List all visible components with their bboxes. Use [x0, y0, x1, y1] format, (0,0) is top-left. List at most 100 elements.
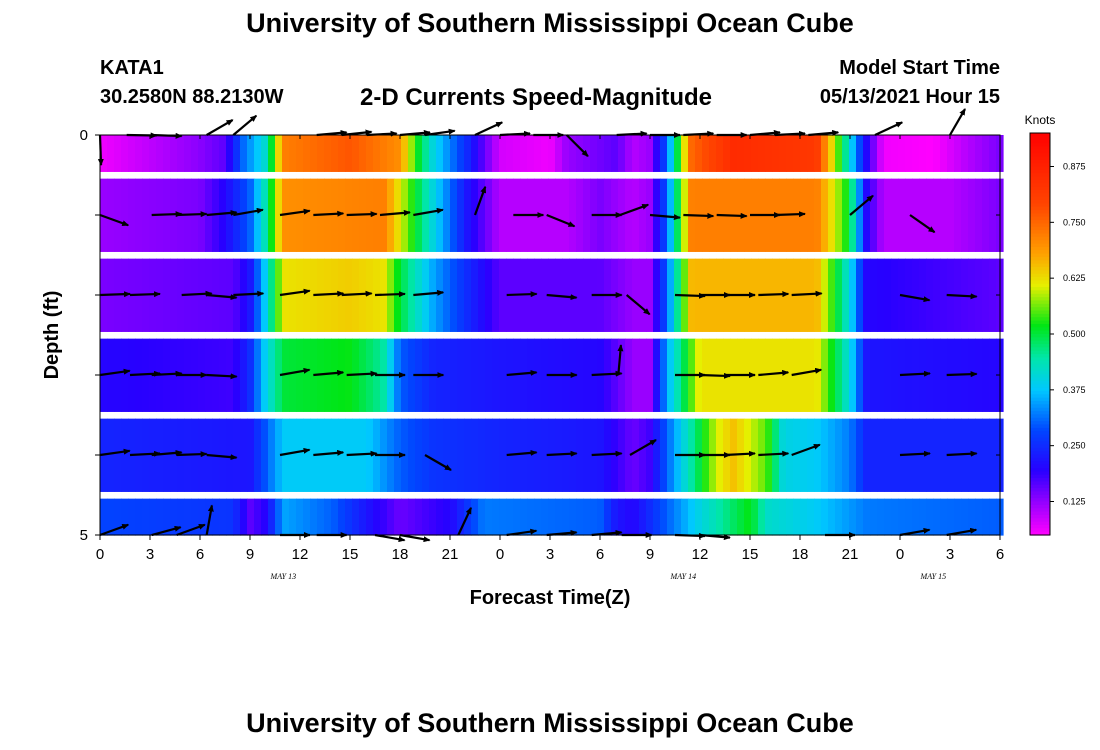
heatmap-cell — [779, 498, 787, 536]
current-arrow — [683, 212, 715, 219]
x-tick-label: 18 — [392, 546, 409, 563]
colorbar-tick-label: 0.375 — [1063, 385, 1086, 395]
heatmap-cell — [569, 418, 577, 492]
heatmap-cell — [338, 338, 346, 412]
heatmap-cell — [373, 135, 381, 172]
current-arrow — [181, 290, 213, 297]
heatmap-cell — [590, 135, 598, 172]
colorbar-cell — [1030, 501, 1050, 506]
heatmap-cell — [835, 418, 843, 492]
heatmap-cell — [667, 135, 675, 172]
heatmap-cell — [478, 258, 486, 332]
current-arrow — [899, 450, 931, 457]
date-label: MAY 14 — [670, 572, 697, 581]
heatmap-cell — [366, 258, 374, 332]
heatmap-cell — [702, 498, 710, 536]
colorbar-cell — [1030, 340, 1050, 345]
heatmap-cell — [653, 418, 661, 492]
heatmap-cell — [919, 258, 927, 332]
heatmap-cell — [835, 258, 843, 332]
heatmap-cell — [765, 135, 773, 172]
heatmap-cell — [338, 135, 346, 172]
heatmap-cell — [919, 418, 927, 492]
colorbar-cell — [1030, 444, 1050, 449]
heatmap-cell — [142, 498, 150, 536]
heatmap-cell — [576, 135, 584, 172]
heatmap-cell — [856, 135, 864, 172]
heatmap-cell — [457, 498, 465, 536]
heatmap-cell — [989, 135, 997, 172]
heatmap-cell — [940, 258, 948, 332]
current-arrow — [424, 454, 452, 471]
heatmap-cell — [289, 178, 297, 252]
heatmap-cell — [583, 418, 591, 492]
colorbar-cell — [1030, 461, 1050, 466]
current-arrow — [724, 450, 756, 457]
heatmap-cell — [877, 135, 885, 172]
heatmap-cell — [828, 258, 836, 332]
heatmap-cell — [856, 258, 864, 332]
heatmap-cell — [814, 498, 822, 536]
heatmap-cell — [933, 178, 941, 252]
heatmap-cell — [569, 135, 577, 172]
current-arrow — [758, 291, 790, 298]
colorbar-cell — [1030, 320, 1050, 325]
current-arrow — [506, 449, 538, 457]
colorbar-cell — [1030, 457, 1050, 462]
colorbar-cell — [1030, 394, 1050, 399]
station-id: KATA1 — [100, 57, 164, 79]
heatmap-cell — [737, 418, 745, 492]
heatmap-cell — [989, 498, 997, 536]
heatmap-cell — [261, 338, 269, 412]
heatmap-cell — [338, 418, 346, 492]
heatmap-cell — [268, 258, 276, 332]
heatmap-cell — [261, 178, 269, 252]
heatmap-cell — [989, 258, 997, 332]
heatmap-cell — [604, 498, 612, 536]
model-start-value: 05/13/2021 Hour 15 — [819, 86, 1000, 108]
heatmap-cell — [856, 498, 864, 536]
colorbar-cell — [1030, 236, 1050, 241]
heatmap-cell — [219, 178, 227, 252]
colorbar-cell — [1030, 166, 1050, 171]
heatmap-cell — [317, 135, 325, 172]
current-arrow — [399, 533, 431, 543]
heatmap-cell — [800, 135, 808, 172]
colorbar-cell — [1030, 163, 1050, 168]
heatmap-cell — [464, 418, 472, 492]
colorbar-cell — [1030, 297, 1050, 302]
heatmap-cell — [513, 338, 521, 412]
heatmap-cell — [170, 338, 178, 412]
current-arrow — [233, 207, 264, 217]
heatmap-cell — [814, 418, 822, 492]
heatmap-cell — [625, 258, 633, 332]
heatmap-cell — [786, 418, 794, 492]
heatmap-cell — [114, 338, 122, 412]
heatmap-cell — [492, 498, 500, 536]
heatmap-cell — [128, 498, 136, 536]
heatmap-cell — [478, 135, 486, 172]
heatmap-cell — [919, 135, 927, 172]
current-arrow — [546, 213, 576, 228]
colorbar-cell — [1030, 354, 1050, 359]
heatmap-cell — [919, 338, 927, 412]
heatmap-cell — [471, 338, 479, 412]
heatmap-cell — [156, 258, 164, 332]
heatmap-cell — [184, 135, 192, 172]
colorbar-tick-label: 0.250 — [1063, 441, 1086, 451]
heatmap-cell — [660, 418, 668, 492]
heatmap-cell — [422, 258, 430, 332]
colorbar-cell — [1030, 384, 1050, 389]
current-arrow — [206, 293, 238, 301]
colorbar-cell — [1030, 424, 1050, 429]
heatmap-cell — [261, 135, 269, 172]
heatmap-cell — [289, 498, 297, 536]
heatmap-cell — [114, 178, 122, 252]
heatmap-cell — [310, 498, 318, 536]
heatmap-cell — [415, 418, 423, 492]
heatmap-cell — [450, 418, 458, 492]
colorbar-cell — [1030, 230, 1050, 235]
heatmap-cell — [212, 135, 220, 172]
current-arrow — [341, 129, 373, 137]
plot-title: 2-D Currents Speed-Magnitude — [360, 84, 713, 111]
